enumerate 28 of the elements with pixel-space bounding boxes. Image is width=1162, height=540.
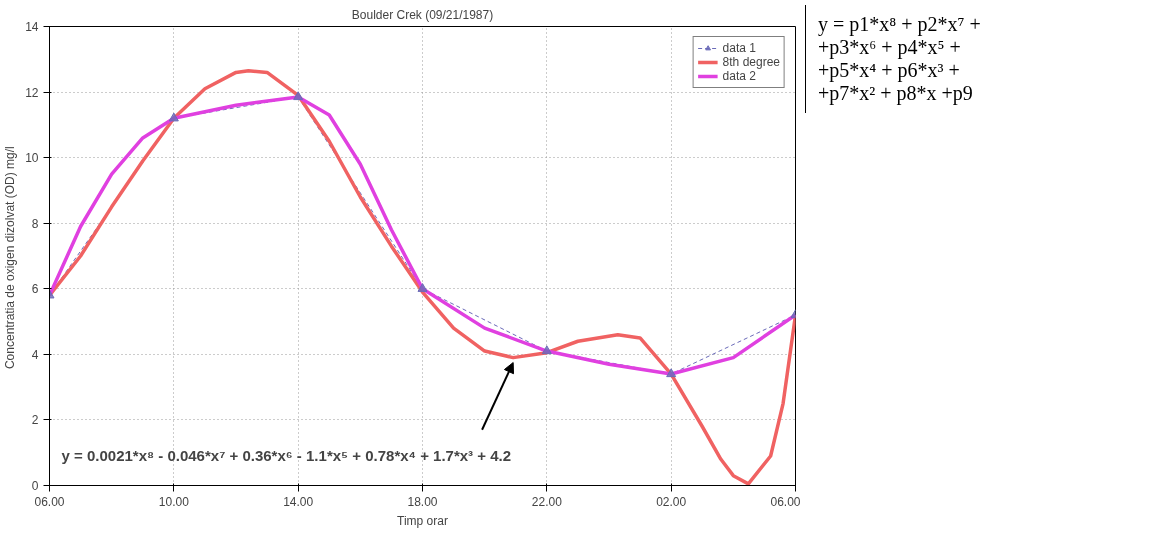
legend-label: 8th degree [722, 55, 780, 69]
y-axis-title: Concentratia de oxigen dizolvat (OD) mg/l [3, 146, 18, 370]
y-tick-label: 0 [31, 479, 39, 493]
point [168, 112, 179, 122]
y-tick-label: 2 [31, 413, 39, 428]
point [417, 283, 428, 292]
y-tick-label: 14 [25, 20, 39, 34]
x-tick-label: 22.00 [531, 494, 563, 509]
point [541, 345, 552, 355]
annotation: y = 0.0021*x⁸ - 0.046*x⁷ + 0.36*x⁶ - 1.1*x⁵ + 0.78*x⁴ + 1.7*x³ + 4.2 [61, 447, 512, 465]
text: y = p1*x⁸ + p2*x⁷ + +p3*x⁶ + p4*x⁵ + +p5*x⁴ + p6*x³ + +p7*x² + p8*x +p9 [805, 5, 993, 113]
x-tick-label: 06.00 [34, 494, 65, 509]
x-tick-label: 02.00 [656, 494, 687, 509]
y-tick-label: 6 [31, 282, 39, 297]
x-tick-label: 14.00 [283, 494, 314, 509]
x-tick-label: 10.00 [158, 494, 190, 509]
x-tick-label: 06.00 [770, 494, 801, 509]
x-tick-label: 18.00 [407, 494, 438, 509]
y-tick-label: 4 [31, 347, 39, 362]
y-tick-label: 10 [25, 151, 39, 166]
x-axis-title: Timp orar [397, 513, 448, 528]
point [666, 368, 677, 378]
legend-label: data 1 [722, 41, 756, 55]
chart-title: Boulder Crek (09/21/1987) [351, 7, 494, 22]
point [293, 91, 304, 101]
y-tick-label: 8 [31, 216, 39, 231]
y-tick-label: 12 [25, 85, 39, 100]
legend-label: data 2 [722, 69, 756, 83]
